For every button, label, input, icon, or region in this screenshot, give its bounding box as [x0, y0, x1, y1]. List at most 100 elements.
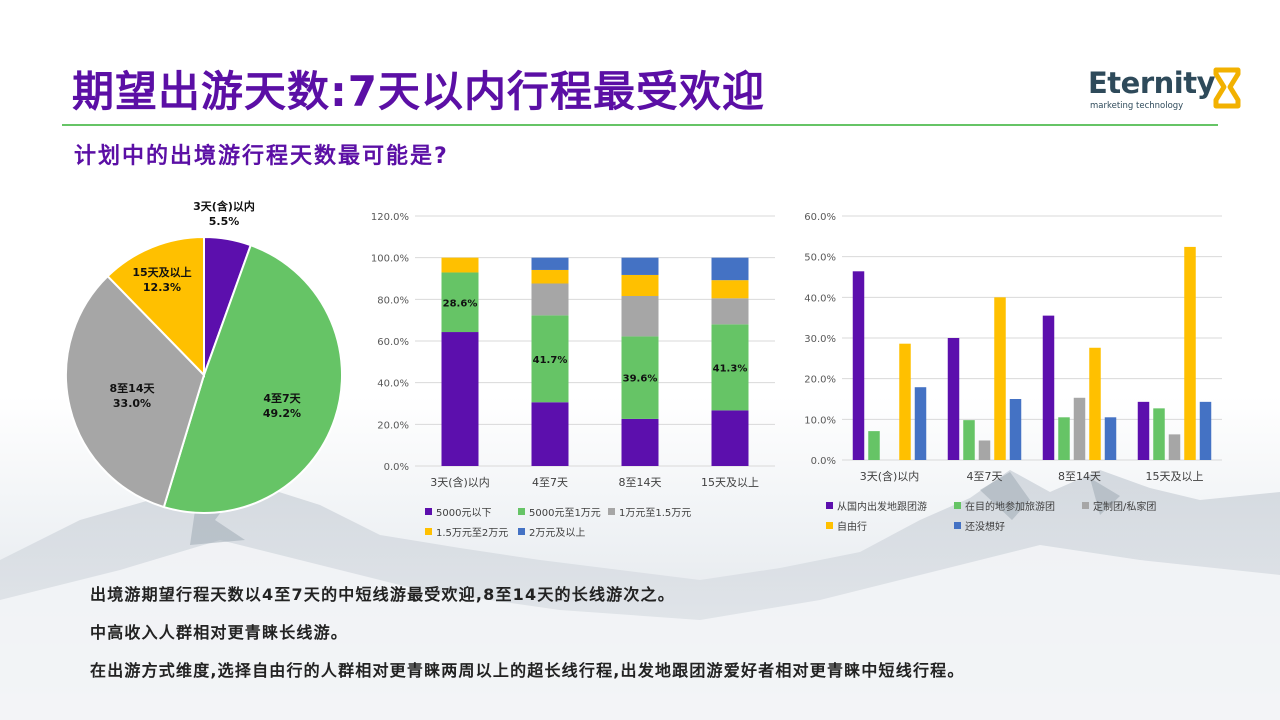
y-tick-label: 0.0% [811, 456, 836, 467]
budget-stacked-bar-chart: 0.0% 20.0% 40.0% 60.0% 80.0% 100.0% 120.0% 3天(含… [371, 212, 775, 539]
question-subtitle: 计划中的出境游行程天数最可能是? [74, 144, 449, 169]
pie-slice-value: 12.3% [143, 281, 181, 294]
legend-swatch [826, 502, 833, 509]
bar-data-label: 28.6% [443, 298, 478, 309]
hourglass-icon [1213, 67, 1241, 109]
pie-slice-name: 4至7天 [263, 392, 301, 405]
stacked-bar-segment [441, 257, 479, 273]
y-tick-label: 0.0% [384, 462, 409, 473]
y-tick-label: 100.0% [371, 254, 409, 265]
y-tick-label: 80.0% [377, 295, 409, 306]
pie-slice [65, 274, 206, 509]
bar [1153, 408, 1165, 460]
legend-label: 2万元及以上 [529, 527, 585, 539]
takeaway-1: 出境游期望行程天数以4至7天的中短线游最受欢迎,8至14天的长线游次之。 [90, 585, 675, 604]
y-tick-label: 60.0% [804, 212, 836, 223]
slide-title: 期望出游天数:7天以内行程最受欢迎 [72, 67, 766, 116]
y-tick-label: 10.0% [804, 415, 836, 426]
y-tick-label: 40.0% [804, 293, 836, 304]
stacked-bar-segment [531, 283, 569, 316]
legend-swatch [1082, 502, 1089, 509]
bar [1058, 417, 1070, 460]
x-tick-label: 3天(含)以内 [430, 475, 490, 489]
takeaway-3: 在出游方式维度,选择自由行的人群相对更青睐两周以上的超长线行程,出发地跟团游爱好… [90, 661, 965, 680]
pie-slice-value: 33.0% [113, 397, 151, 410]
bar [1073, 397, 1086, 460]
legend-label: 自由行 [837, 520, 867, 533]
bar [978, 440, 991, 460]
stacked-bar-segment [711, 280, 749, 299]
legend-label: 在目的地参加旅游团 [965, 500, 1055, 513]
y-tick-label: 40.0% [377, 379, 409, 390]
bar [1168, 434, 1181, 460]
bar [1089, 347, 1101, 460]
legend-label: 还没想好 [965, 520, 1005, 533]
title-divider [62, 124, 1218, 126]
x-tick-label: 8至14天 [1058, 470, 1101, 483]
x-tick-label: 4至7天 [967, 470, 1003, 483]
stacked-bar-segment [711, 410, 749, 466]
pie-slice-name: 3天(含)以内 [193, 199, 255, 213]
bar [947, 338, 960, 460]
legend-swatch [518, 508, 525, 515]
legend-label: 从国内出发地跟团游 [837, 500, 927, 513]
bar [1137, 401, 1150, 460]
pie-slice [106, 235, 205, 378]
y-tick-label: 20.0% [377, 420, 409, 431]
stacked-bar-segment [531, 269, 569, 284]
legend-swatch [954, 502, 961, 509]
legend-label: 5000元至1万元 [529, 507, 601, 519]
x-tick-label: 15天及以上 [1146, 470, 1204, 483]
legend-swatch [425, 528, 432, 535]
legend-label: 1万元至1.5万元 [619, 507, 691, 519]
y-tick-label: 60.0% [377, 337, 409, 348]
stacked-bar-segment [711, 298, 749, 325]
bar-data-label: 41.3% [713, 363, 748, 374]
pie-slice [162, 243, 343, 514]
bar-data-label: 39.6% [623, 374, 658, 385]
x-tick-label: 8至14天 [619, 476, 662, 489]
y-tick-label: 20.0% [804, 375, 836, 386]
legend-swatch [826, 522, 833, 529]
legend-swatch [425, 508, 432, 515]
bar [1104, 417, 1117, 460]
bar [963, 420, 975, 460]
takeaways: 出境游期望行程天数以4至7天的中短线游最受欢迎,8至14天的长线游次之。 中高收… [90, 584, 965, 698]
stacked-bar-segment [441, 332, 479, 466]
stacked-bar-segment [711, 257, 749, 281]
stacked-bar-segment [621, 257, 659, 275]
takeaway-2: 中高收入人群相对更青睐长线游。 [90, 623, 349, 642]
legend-label: 5000元以下 [436, 508, 491, 519]
stacked-bar-segment [621, 274, 659, 296]
stacked-bar-segment [621, 336, 659, 419]
logo-tagline: marketing technology [1090, 101, 1184, 111]
x-tick-label: 3天(含)以内 [860, 469, 920, 483]
y-tick-label: 30.0% [804, 334, 836, 345]
pie-slice-value: 49.2% [263, 407, 301, 420]
legend-swatch [608, 508, 615, 515]
logo-name: Eternity [1088, 66, 1216, 100]
stacked-bar-segment [531, 257, 569, 270]
bar [1199, 401, 1212, 460]
y-tick-label: 50.0% [804, 253, 836, 264]
legend-swatch [954, 522, 961, 529]
pie-slice-name: 8至14天 [110, 382, 156, 395]
stacked-bar-segment [621, 296, 659, 337]
y-tick-label: 120.0% [371, 212, 409, 223]
bar [868, 431, 880, 460]
bar [1009, 399, 1022, 460]
stacked-bar-segment [531, 402, 569, 466]
bar [1042, 315, 1055, 460]
bar [1184, 246, 1196, 460]
legend-label: 1.5万元至2万元 [436, 527, 508, 539]
bar [914, 387, 927, 460]
travel-mode-bar-chart: 0.0% 10.0% 20.0% 30.0% 40.0% 50.0% 60.0% 3天(含)以… [804, 212, 1222, 533]
stacked-bar-segment [531, 315, 569, 403]
x-tick-label: 15天及以上 [701, 476, 759, 489]
stacked-bar-segment [711, 324, 749, 411]
bar [994, 297, 1006, 460]
bar [852, 271, 865, 460]
pie-slice-name: 15天及以上 [132, 265, 191, 279]
legend-swatch [518, 528, 525, 535]
